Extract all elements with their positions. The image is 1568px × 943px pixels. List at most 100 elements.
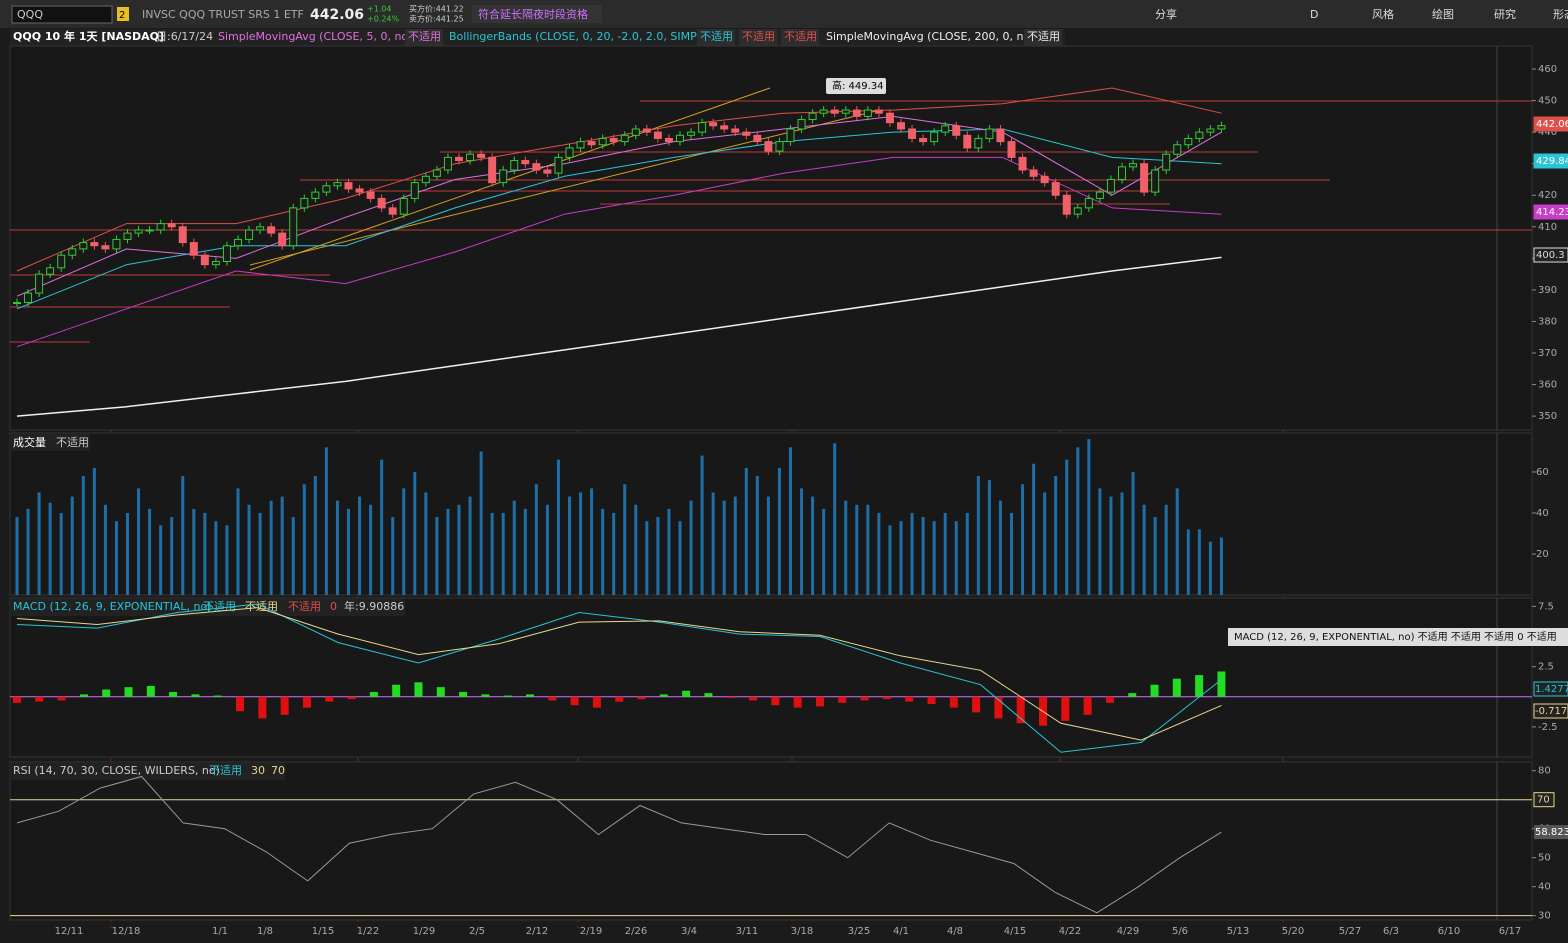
panel-label-bg [10,599,405,616]
x-tick-label: 5/13 [1227,926,1249,937]
toolbar-button[interactable]: 研究 [1494,7,1516,21]
macd-bar [436,687,445,697]
macd-label-box [1533,681,1568,697]
volume-bar [943,512,947,595]
rsi-label: 30 [251,764,265,777]
macd-bar [793,696,802,708]
volume-bar [844,500,848,595]
x-tick-label: 6/3 [1383,926,1399,937]
candle [466,153,475,162]
volume-bar [568,496,571,595]
volume-bar [1032,463,1036,595]
macd-bar [1105,696,1114,703]
toolbar-button[interactable]: 形态 [1553,8,1568,21]
volume-bar [335,500,339,595]
toolbar-button[interactable]: 分享 [1155,7,1177,21]
candle [178,226,187,244]
y-tick-label: 350 [1538,411,1557,422]
macd-bar [124,687,133,697]
rsi-line [16,775,1222,914]
macd-bar [882,696,891,700]
volume-bar [468,496,472,595]
volume-bar [556,459,560,595]
toolbar-button[interactable]: D [1310,8,1318,21]
candle [68,248,77,256]
volume-bar [855,504,859,595]
volume-bar [921,517,925,595]
volume-bar [700,455,704,595]
candle [79,242,88,250]
volume-bar [755,476,759,595]
toolbar-button[interactable]: 绘图 [1432,7,1454,21]
candle [245,229,254,240]
volume-bar [70,496,74,595]
volume-bar [954,521,958,595]
candle [455,156,463,162]
candle [687,131,696,136]
macd-value: 1.4277 [1535,684,1568,695]
macd-bar [459,691,468,697]
candle [1106,178,1115,193]
candle [289,207,298,247]
candle [731,128,740,133]
volume-bar [1186,529,1190,595]
panel [9,597,1533,758]
volume-bar [126,512,129,595]
link-badge[interactable] [117,7,129,21]
candle [720,125,729,130]
y-tick-label: 80 [1538,766,1551,777]
volume-bar [789,447,792,595]
macd-bar [726,696,735,698]
candle [134,229,143,234]
volume-bar [26,508,30,595]
macd-title: MACD (12, 26, 9, EXPONENTIAL, no) [13,600,212,613]
macd-bar [548,696,557,701]
study-value: 不适用 [408,30,441,43]
volume-bar [811,496,815,595]
candle [808,112,817,121]
candle [256,226,265,231]
overlay-line [16,87,1222,272]
y-tick-label: 410 [1538,222,1557,233]
candle [1195,131,1204,139]
volume-bar [347,508,350,595]
candle [90,242,99,247]
candle [200,254,209,266]
volume-bar [833,443,837,595]
toolbar-button[interactable]: 风格 [1372,7,1394,21]
macd-signal-line [16,607,1222,741]
candle [1162,153,1171,171]
change-pct: +0.24% [367,15,400,24]
x-tick-label: 3/4 [681,926,697,937]
candle [874,109,883,114]
macd-label: 不适用 [203,600,236,613]
y-tick-label: 450 [1538,96,1557,107]
volume-bar [92,467,96,595]
macd-label-box [1533,703,1568,719]
rsi-label: 70 [271,764,285,777]
volume-bar [324,447,328,595]
price-label: 414.23 [1536,207,1568,218]
macd-bar [191,694,200,697]
candle [852,109,861,117]
change: +1.04 [367,5,392,14]
volume-bar [358,496,362,595]
volume-bar [479,451,483,595]
volume-bar [534,484,538,595]
x-tick-label: 3/11 [736,926,758,937]
x-tick-label: 1/15 [312,926,334,937]
volume-bar [1120,492,1124,595]
candle [1062,194,1071,215]
link: 2 [119,10,125,21]
candle [919,137,928,143]
candle [565,147,574,158]
candle [344,182,353,190]
candle [532,163,541,171]
volume-bar [965,512,969,595]
symbol-box[interactable] [11,5,113,24]
volume-bar [678,521,682,595]
macd-bar [1016,696,1025,724]
candle [57,254,66,269]
candle [543,169,552,174]
